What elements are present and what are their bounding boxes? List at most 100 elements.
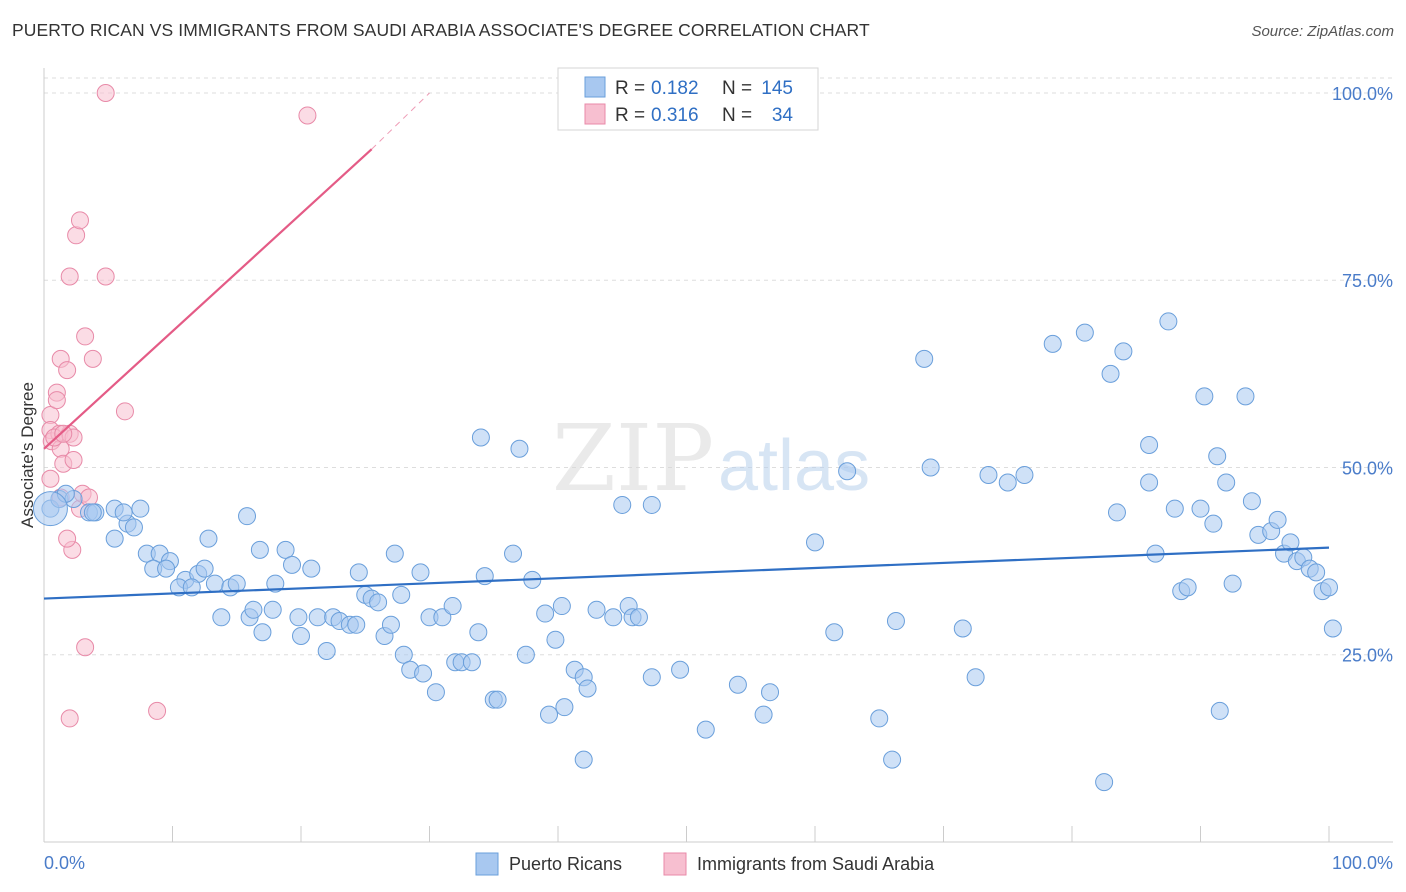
pink-point bbox=[58, 361, 77, 380]
blue-point bbox=[1195, 387, 1214, 406]
legend-swatch-pink bbox=[584, 103, 606, 125]
blue-point bbox=[696, 720, 715, 739]
blue-point bbox=[347, 615, 366, 634]
blue-point bbox=[263, 600, 282, 619]
pink-point bbox=[41, 406, 60, 425]
blue-point bbox=[1208, 447, 1227, 466]
pink-point bbox=[67, 226, 86, 245]
blue-point bbox=[1165, 499, 1184, 518]
top-legend: R = 0.182 N = 145 R = 0.316 N = 34 bbox=[557, 67, 819, 131]
gridlines bbox=[44, 77, 1393, 656]
legend-swatch-blue bbox=[584, 76, 606, 98]
legend-n-value-1: 145 bbox=[761, 78, 793, 99]
blue-point bbox=[114, 503, 133, 522]
pink-trendline-extension bbox=[371, 92, 430, 150]
blue-point bbox=[1307, 563, 1326, 582]
blue-point bbox=[838, 462, 857, 481]
legend-n-label-1: N = bbox=[722, 78, 752, 99]
blue-point bbox=[308, 608, 327, 627]
blue-point bbox=[886, 612, 905, 631]
blue-point bbox=[1159, 312, 1178, 331]
pink-point bbox=[76, 638, 95, 657]
blue-point bbox=[613, 495, 632, 514]
blue-point bbox=[1191, 499, 1210, 518]
blue-point bbox=[385, 544, 404, 563]
legend-r-label-2: R = bbox=[615, 105, 645, 126]
blue-point bbox=[1323, 619, 1342, 638]
blue-point bbox=[244, 600, 263, 619]
legend-n-value-2: 34 bbox=[772, 105, 794, 126]
x-tick-label-min: 0.0% bbox=[44, 853, 85, 873]
blue-point bbox=[1281, 533, 1300, 552]
pink-point bbox=[64, 451, 83, 469]
blue-point bbox=[1178, 578, 1197, 597]
blue-point bbox=[250, 540, 269, 559]
blue-point bbox=[806, 533, 824, 552]
blue-point bbox=[266, 574, 285, 593]
x-tick-label-max: 100.0% bbox=[1332, 853, 1393, 873]
blue-point bbox=[516, 645, 535, 664]
blue-point bbox=[1320, 578, 1338, 597]
pink-point bbox=[60, 709, 79, 728]
blue-point bbox=[411, 563, 430, 582]
blue-point bbox=[443, 597, 462, 616]
blue-point bbox=[83, 503, 102, 522]
blue-point bbox=[1043, 334, 1062, 353]
pink-series-points bbox=[41, 83, 317, 728]
pink-point bbox=[70, 211, 89, 230]
blue-point bbox=[536, 604, 555, 623]
blue-point bbox=[1140, 436, 1159, 455]
blue-point bbox=[253, 623, 272, 642]
blue-point bbox=[1015, 465, 1034, 484]
blue-point bbox=[966, 668, 985, 687]
blue-point bbox=[349, 563, 368, 582]
blue-point bbox=[1101, 364, 1120, 383]
blue-point bbox=[504, 544, 523, 563]
y-tick-labels: 25.0% 50.0% 75.0% 100.0% bbox=[1332, 84, 1393, 666]
blue-point bbox=[289, 608, 308, 627]
blue-point bbox=[212, 608, 231, 627]
pink-trendline bbox=[43, 148, 373, 450]
blue-point bbox=[394, 645, 413, 664]
chart-title: PUERTO RICAN VS IMMIGRANTS FROM SAUDI AR… bbox=[12, 20, 870, 40]
blue-point bbox=[510, 439, 529, 458]
blue-point bbox=[552, 597, 571, 616]
pink-point bbox=[54, 424, 73, 443]
bottom-legend-swatch-pink bbox=[663, 852, 687, 876]
blue-point bbox=[276, 540, 295, 559]
blue-point bbox=[105, 529, 124, 548]
axes bbox=[43, 68, 1393, 843]
blue-point bbox=[642, 668, 661, 687]
y-tick-label: 100.0% bbox=[1332, 84, 1393, 104]
bottom-legend-swatch-blue bbox=[475, 852, 499, 876]
blue-point bbox=[953, 619, 972, 638]
y-axis-label: Associate's Degree bbox=[18, 382, 37, 528]
blue-point bbox=[1114, 342, 1133, 361]
blue-point bbox=[317, 642, 336, 660]
y-tick-label: 75.0% bbox=[1342, 271, 1393, 291]
blue-point bbox=[825, 623, 844, 642]
blue-point bbox=[870, 709, 889, 728]
blue-point bbox=[629, 608, 648, 627]
blue-point bbox=[671, 660, 690, 679]
blue-point bbox=[1223, 574, 1242, 593]
pink-point bbox=[76, 327, 95, 346]
pink-point bbox=[148, 701, 167, 720]
blue-point bbox=[555, 698, 574, 717]
pink-point bbox=[47, 391, 66, 410]
blue-point bbox=[574, 750, 593, 769]
blue-point bbox=[642, 495, 661, 514]
blue-point bbox=[1217, 473, 1236, 492]
legend-r-label-1: R = bbox=[615, 78, 645, 99]
blue-point bbox=[540, 705, 559, 724]
trendlines bbox=[43, 92, 1330, 600]
pink-point bbox=[79, 488, 98, 507]
blue-point bbox=[1210, 701, 1229, 720]
watermark-zip: ZIP bbox=[552, 405, 714, 512]
blue-point bbox=[392, 585, 411, 604]
legend-r-value-1: 0.182 bbox=[651, 78, 699, 99]
blue-point bbox=[1107, 503, 1126, 522]
blue-point bbox=[195, 559, 214, 578]
blue-point bbox=[587, 600, 606, 619]
blue-point bbox=[292, 627, 310, 646]
